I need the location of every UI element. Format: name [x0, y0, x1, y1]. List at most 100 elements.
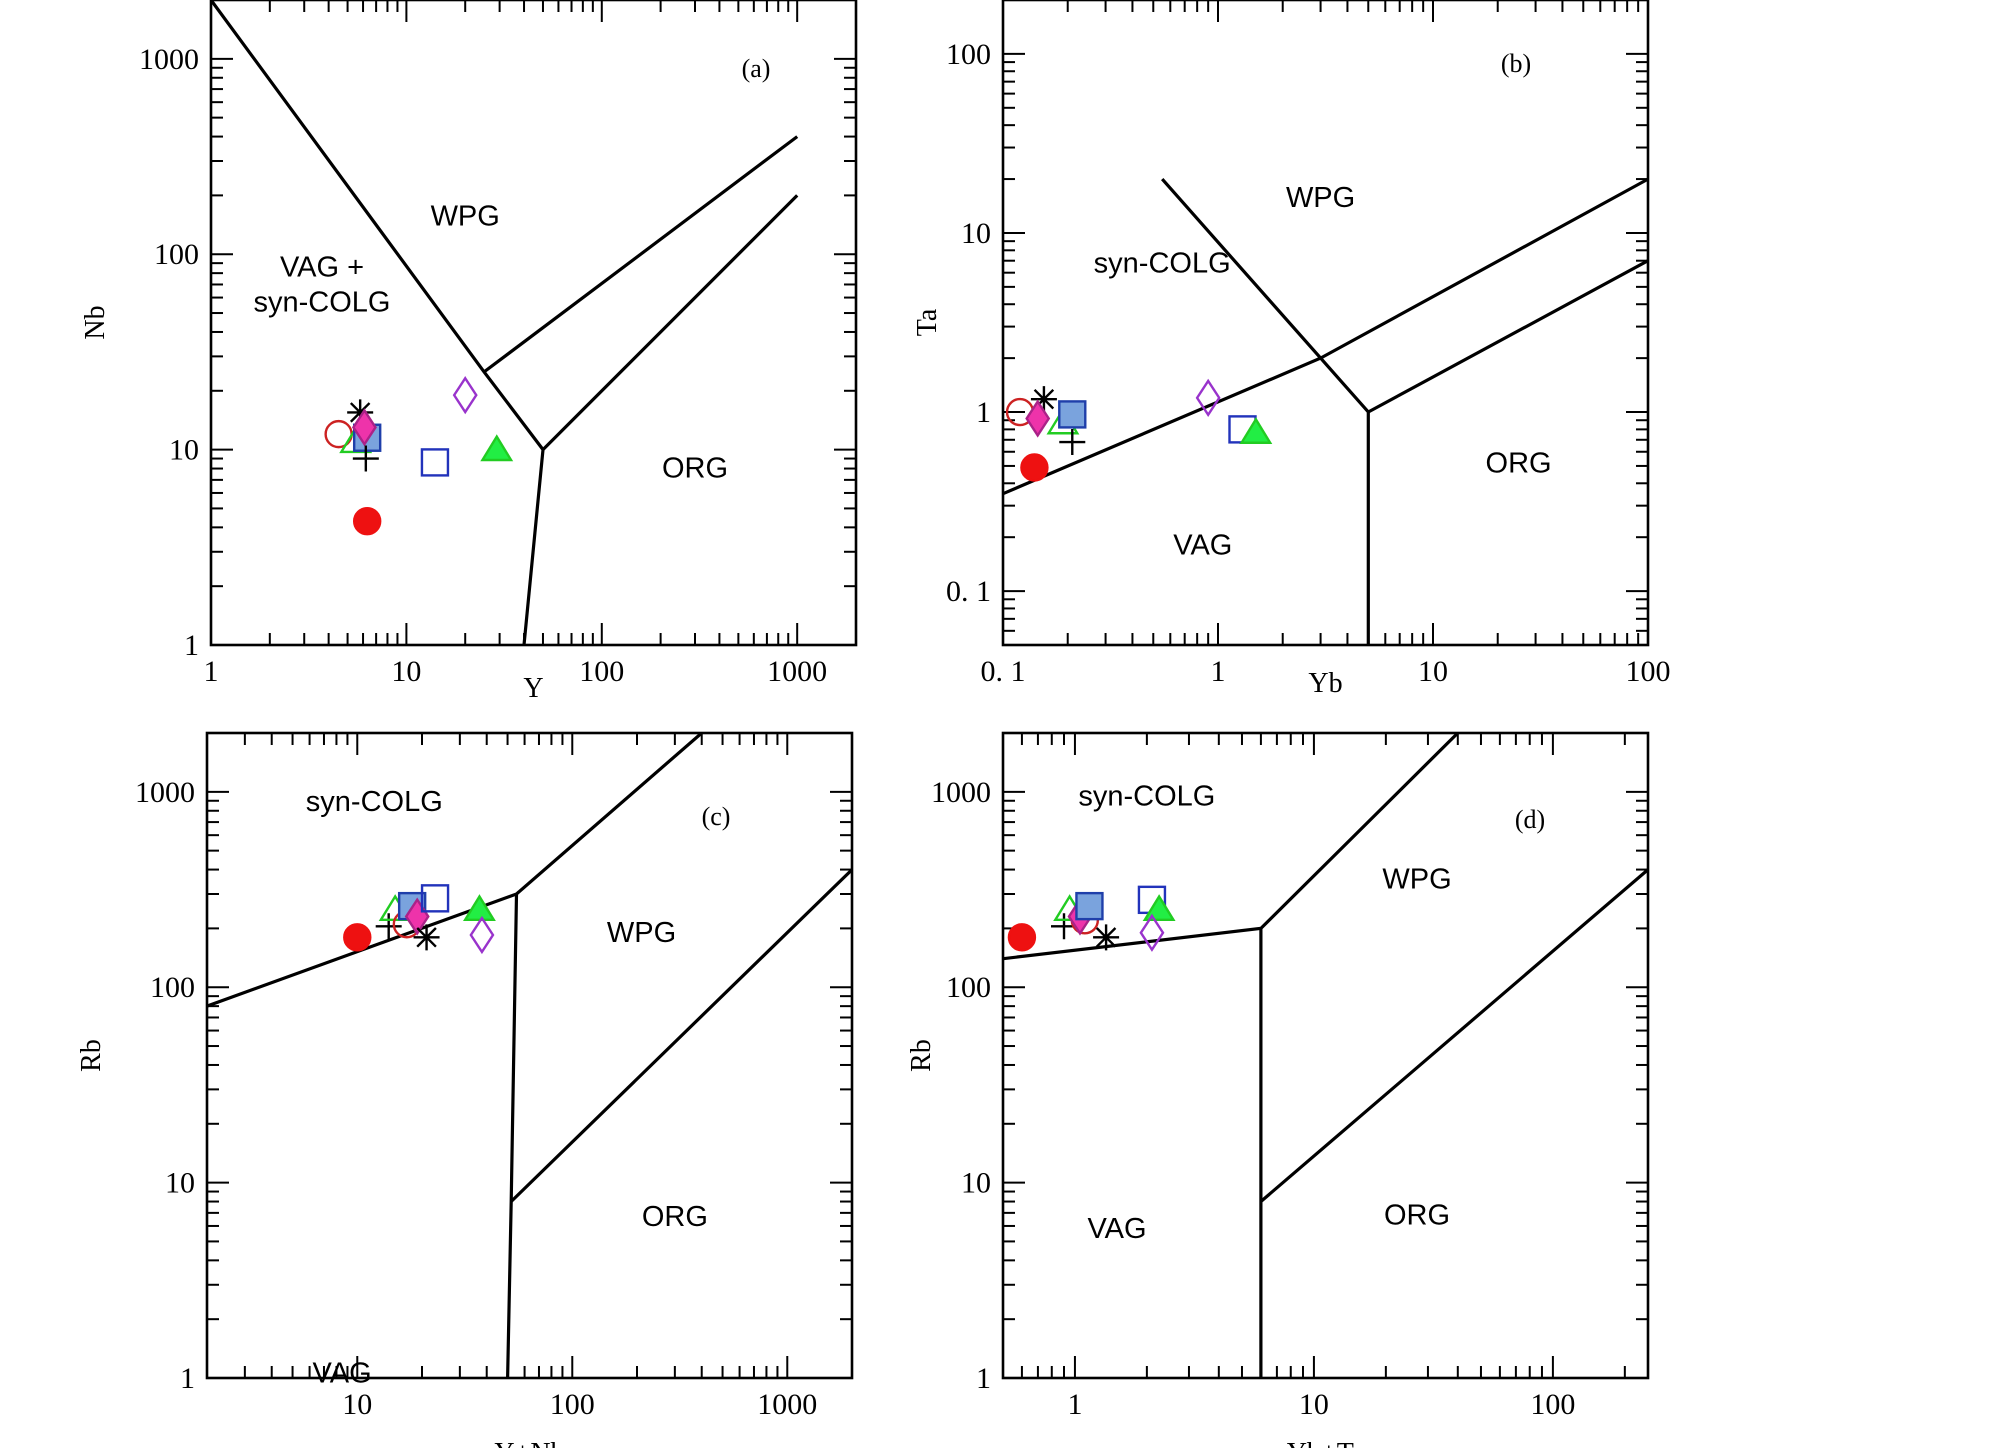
panel-label: (b) [1501, 49, 1531, 78]
field-label: ORG [1384, 1200, 1450, 1232]
chart-panel-3: 10 100 1000 1 10 100 1000 Y+Nb Rb (c) syn-COLG WPG O… [76, 731, 854, 1448]
x-axis-label: Y+Nb [494, 1438, 564, 1448]
field-label: syn-COLG [1094, 248, 1231, 280]
x-tick-label: 100 [579, 655, 624, 688]
y-tick-label: 1 [184, 629, 199, 662]
field-label: syn-COLG [1078, 781, 1215, 813]
panel-label: (a) [742, 54, 771, 83]
field-label: VAG [1173, 530, 1232, 562]
field-label: syn-COLG [306, 786, 443, 818]
data-point-open-diamond [1195, 378, 1221, 417]
data-point-asterisk [1030, 386, 1057, 413]
tick-marks [1002, 732, 1648, 1379]
y-tick-label: 1000 [139, 43, 199, 76]
plot-frame [1001, 731, 1650, 1380]
data-point-filled-diamond [1025, 399, 1051, 438]
y-tick-label: 10 [165, 1167, 195, 1200]
y-axis-label: Rb [906, 1039, 937, 1072]
data-point-plus [375, 913, 402, 940]
boundary-line [211, 0, 545, 645]
data-point-filled-square [1058, 400, 1087, 429]
data-points [343, 884, 496, 955]
y-tick-label: 1000 [135, 776, 195, 809]
data-point-plus [1059, 429, 1086, 456]
x-tick-label: 1 [204, 655, 219, 688]
x-tick-label: 10 [391, 655, 421, 688]
field-label: VAG [1087, 1213, 1146, 1245]
y-tick-label: 0. 1 [946, 575, 991, 608]
tick-marks [1002, 0, 1649, 646]
data-point-filled-circle [352, 507, 382, 536]
y-axis-label: Ta [912, 308, 943, 336]
data-point-filled-circle [1020, 453, 1049, 482]
boundary-line [1367, 259, 1648, 414]
data-point-asterisk [347, 399, 374, 426]
boundary-line [1161, 178, 1370, 645]
data-point-filled-triangle [1142, 894, 1176, 922]
panel-label: (d) [1515, 805, 1545, 834]
boundary-line [541, 194, 799, 451]
x-tick-label: 100 [1626, 655, 1671, 688]
plot-frame [205, 731, 854, 1380]
y-tick-label: 1000 [931, 776, 991, 809]
field-label: WPG [1382, 864, 1451, 896]
y-axis-label: Rb [76, 1039, 107, 1072]
boundary-line [1259, 868, 1648, 1203]
tick-marks [206, 732, 853, 1379]
x-tick-label: 1 [1211, 655, 1226, 688]
boundary-line [510, 868, 852, 1203]
data-point-filled-square [1075, 891, 1104, 921]
field-label: syn-COLG [254, 286, 391, 318]
field-label: WPG [1286, 182, 1355, 214]
data-points [324, 376, 514, 536]
x-axis-label: Yb [1308, 668, 1342, 699]
field-label: VAG + [280, 251, 364, 283]
y-tick-label: 1 [180, 1362, 195, 1395]
x-tick-label: 1 [1067, 1388, 1082, 1421]
x-tick-label: 10 [1418, 655, 1448, 688]
data-point-open-square [420, 448, 450, 477]
boundary-line [207, 733, 703, 1008]
field-boundaries [211, 0, 799, 645]
data-points [1005, 378, 1273, 482]
plot-frame [209, 0, 858, 647]
y-tick-label: 1 [976, 1362, 991, 1395]
y-axis-label: Nb [80, 305, 111, 339]
plot-frame [1001, 0, 1650, 647]
boundary-line [483, 135, 799, 374]
data-point-asterisk [413, 924, 440, 951]
data-point-open-square [420, 884, 450, 913]
chart-panel-1: 1 10 100 1000 1 10 100 1000 Y Nb (a) WPG VAG +syn-CO… [80, 0, 858, 704]
field-boundaries [1003, 733, 1648, 1378]
boundary-line [506, 893, 519, 1378]
data-points [1007, 885, 1176, 952]
x-tick-label: 100 [1530, 1388, 1575, 1421]
field-boundaries [207, 733, 852, 1378]
field-label: ORG [1486, 447, 1552, 479]
field-label: WPG [431, 201, 500, 233]
data-point-filled-triangle [463, 894, 496, 922]
y-tick-label: 100 [946, 971, 991, 1004]
data-point-filled-triangle [1239, 417, 1273, 444]
x-tick-label: 100 [550, 1388, 595, 1421]
y-tick-label: 100 [946, 38, 991, 71]
x-axis-label: Y [523, 673, 543, 704]
chart-panel-2: 0. 1 1 10 100 0. 1 1 10 100 Yb Ta (b) WPG syn-COLG VA… [912, 0, 1671, 699]
data-point-filled-diamond [351, 408, 377, 447]
y-tick-label: 10 [961, 1167, 991, 1200]
y-tick-label: 100 [154, 238, 199, 271]
data-point-filled-triangle [480, 434, 514, 462]
data-point-open-diamond [452, 376, 478, 415]
boundary-line [1003, 733, 1459, 961]
field-label: ORG [642, 1201, 708, 1233]
field-label: ORG [662, 452, 728, 484]
field-label: WPG [607, 917, 676, 949]
data-point-filled-circle [343, 923, 372, 952]
chart-panel-4: 1 10 100 1 10 100 1000 Yb+Ta Rb (d) syn-COLG WPG ORG… [906, 731, 1650, 1448]
data-point-open-diamond [469, 915, 495, 955]
y-tick-label: 1 [976, 396, 991, 429]
data-point-plus [352, 445, 379, 472]
y-tick-label: 100 [150, 971, 195, 1004]
field-boundaries [1003, 177, 1648, 645]
